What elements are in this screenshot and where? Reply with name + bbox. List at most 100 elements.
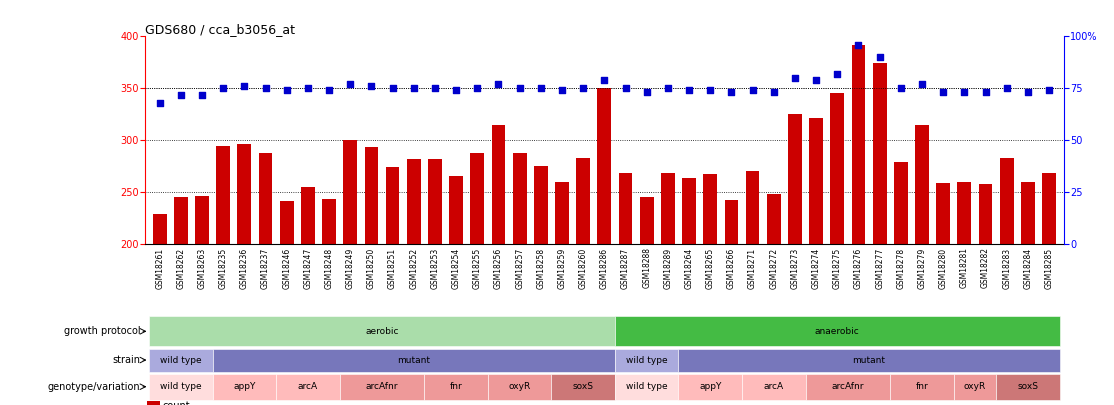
Text: GSM18276: GSM18276	[854, 247, 863, 289]
Bar	[280, 201, 294, 244]
Text: wild type: wild type	[160, 356, 202, 364]
Text: growth protocol: growth protocol	[63, 326, 140, 336]
Bar	[661, 173, 675, 244]
Text: mutant: mutant	[852, 356, 886, 364]
Bar	[703, 175, 717, 244]
Bar	[678, 349, 1059, 371]
Text: GSM18265: GSM18265	[706, 247, 715, 289]
Point	[638, 89, 656, 96]
Point	[256, 85, 274, 92]
Bar	[213, 349, 615, 371]
Point	[977, 89, 995, 96]
Bar	[597, 88, 612, 244]
Bar	[890, 374, 954, 400]
Bar	[996, 374, 1059, 400]
Text: GSM18259: GSM18259	[557, 247, 567, 289]
Bar	[936, 183, 950, 244]
Bar	[343, 140, 358, 244]
Text: GSM18237: GSM18237	[261, 247, 270, 289]
Point	[913, 81, 931, 87]
Point	[447, 87, 465, 94]
Point	[214, 85, 232, 92]
Point	[1040, 87, 1058, 94]
Bar	[237, 144, 252, 244]
Point	[723, 89, 741, 96]
Text: GSM18263: GSM18263	[197, 247, 206, 289]
Bar	[957, 182, 971, 244]
Point	[850, 41, 868, 48]
Bar	[724, 200, 739, 244]
Bar	[258, 153, 273, 244]
Point	[829, 70, 847, 77]
Bar	[449, 177, 463, 244]
Bar	[745, 171, 760, 244]
Point	[489, 81, 507, 87]
Point	[235, 83, 253, 90]
Point	[956, 89, 974, 96]
Text: GSM18280: GSM18280	[939, 247, 948, 289]
Text: GSM18256: GSM18256	[494, 247, 502, 289]
Text: fnr: fnr	[450, 382, 462, 391]
Bar	[213, 374, 276, 400]
Bar	[1022, 182, 1035, 244]
Bar	[534, 166, 548, 244]
Text: soxS: soxS	[1017, 382, 1038, 391]
Point	[510, 85, 528, 92]
Text: GSM18286: GSM18286	[599, 247, 609, 289]
Bar	[428, 159, 442, 244]
Point	[553, 87, 570, 94]
Point	[595, 77, 613, 83]
Bar	[385, 167, 400, 244]
Bar	[682, 177, 696, 244]
Point	[426, 85, 443, 92]
Point	[172, 91, 189, 98]
Bar	[954, 374, 996, 400]
Bar	[615, 316, 1059, 346]
Text: GDS680 / cca_b3056_at: GDS680 / cca_b3056_at	[145, 23, 295, 36]
Bar	[805, 374, 890, 400]
Text: GSM18277: GSM18277	[876, 247, 885, 289]
Point	[871, 54, 889, 60]
Text: arcA: arcA	[297, 382, 317, 391]
Point	[765, 89, 783, 96]
Text: GSM18266: GSM18266	[727, 247, 736, 289]
Text: arcAfnr: arcAfnr	[832, 382, 864, 391]
Point	[383, 85, 401, 92]
Text: wild type: wild type	[160, 382, 202, 391]
Point	[299, 85, 316, 92]
Bar	[407, 159, 421, 244]
Bar	[322, 199, 336, 244]
Point	[531, 85, 549, 92]
Point	[659, 85, 677, 92]
Text: GSM18278: GSM18278	[897, 247, 906, 289]
Text: GSM18236: GSM18236	[240, 247, 248, 289]
Point	[277, 87, 295, 94]
Text: GSM18281: GSM18281	[960, 247, 969, 288]
Bar	[576, 158, 590, 244]
Text: wild type: wild type	[626, 382, 667, 391]
Text: strain: strain	[113, 355, 140, 365]
Text: oxyR: oxyR	[964, 382, 986, 391]
Text: GSM18282: GSM18282	[981, 247, 990, 288]
Bar	[639, 197, 654, 244]
Text: GSM18283: GSM18283	[1003, 247, 1012, 289]
Point	[341, 81, 359, 87]
Text: count: count	[163, 401, 190, 405]
Point	[193, 91, 211, 98]
Text: GSM18272: GSM18272	[770, 247, 779, 289]
Point	[681, 87, 698, 94]
Text: GSM18261: GSM18261	[155, 247, 164, 289]
Bar	[766, 194, 781, 244]
Text: GSM18249: GSM18249	[345, 247, 354, 289]
Bar	[830, 94, 844, 244]
Bar	[149, 316, 615, 346]
Bar	[893, 162, 908, 244]
Point	[892, 85, 910, 92]
Text: mutant: mutant	[398, 356, 430, 364]
Point	[1019, 89, 1037, 96]
Bar	[149, 374, 213, 400]
Point	[362, 83, 380, 90]
Bar	[1043, 173, 1056, 244]
Text: appY: appY	[700, 382, 722, 391]
Bar	[788, 114, 802, 244]
